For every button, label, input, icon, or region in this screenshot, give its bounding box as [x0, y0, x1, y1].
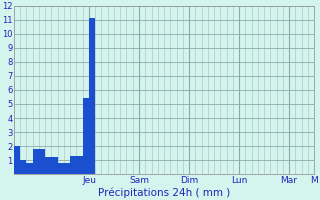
- Bar: [76, 156, 83, 174]
- Bar: [39, 149, 45, 174]
- Bar: [83, 98, 89, 174]
- Bar: [89, 18, 95, 174]
- X-axis label: Précipitations 24h ( mm ): Précipitations 24h ( mm ): [98, 187, 230, 198]
- Bar: [64, 163, 70, 174]
- Bar: [27, 163, 33, 174]
- Bar: [20, 160, 27, 174]
- Bar: [45, 157, 52, 174]
- Bar: [14, 146, 20, 174]
- Bar: [70, 156, 76, 174]
- Bar: [58, 163, 64, 174]
- Bar: [52, 157, 58, 174]
- Bar: [33, 149, 39, 174]
